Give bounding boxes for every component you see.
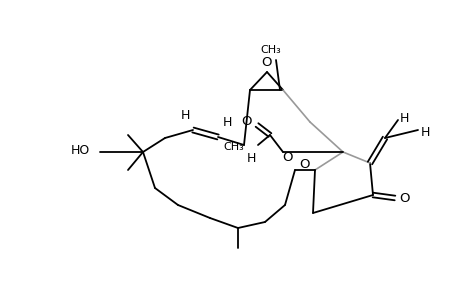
Text: H: H	[180, 109, 189, 122]
Text: O: O	[298, 158, 309, 170]
Text: H: H	[398, 112, 408, 124]
Text: HO: HO	[71, 143, 90, 157]
Text: O: O	[261, 56, 272, 68]
Text: H: H	[222, 116, 231, 128]
Text: CH₃: CH₃	[223, 142, 243, 152]
Text: CH₃: CH₃	[260, 45, 281, 55]
Text: O: O	[399, 191, 409, 205]
Text: H: H	[246, 152, 255, 164]
Text: O: O	[241, 115, 252, 128]
Text: H: H	[420, 125, 429, 139]
Text: O: O	[282, 151, 293, 164]
